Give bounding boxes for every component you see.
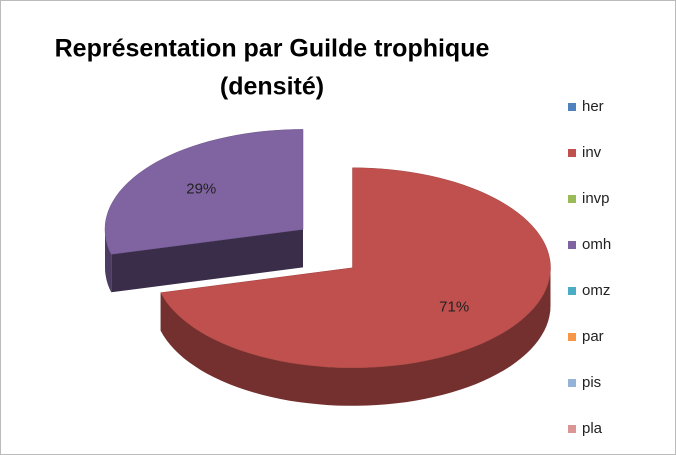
- slice-side: [111, 229, 303, 293]
- data-label: 71%: [439, 299, 469, 316]
- slice-top: [104, 129, 304, 255]
- legend-label: inv: [582, 144, 602, 161]
- legend-label: par: [582, 328, 604, 345]
- legend-label: invp: [582, 190, 610, 207]
- legend-label: omh: [582, 236, 611, 253]
- chart-subtitle: (densité): [220, 73, 324, 101]
- pie-slices: [104, 129, 551, 406]
- legend-label: omz: [582, 282, 610, 299]
- slice-wall: [105, 229, 112, 293]
- slice-wall: [160, 267, 551, 406]
- slice: [104, 129, 304, 293]
- legend-swatch: [568, 195, 576, 203]
- legend-swatch: [568, 103, 576, 111]
- legend-label: pla: [582, 420, 603, 437]
- legend-swatch: [568, 379, 576, 387]
- data-label: 29%: [186, 181, 216, 198]
- legend-swatch: [568, 149, 576, 157]
- legend-swatch: [568, 287, 576, 295]
- legend-swatch: [568, 241, 576, 249]
- slice: [160, 167, 551, 406]
- legend-swatch: [568, 425, 576, 433]
- legend-label: her: [582, 98, 604, 115]
- legend-label: pis: [582, 374, 601, 391]
- slice-top: [160, 167, 551, 369]
- chart-title: Représentation par Guilde trophique: [55, 35, 490, 63]
- legend-swatch: [568, 333, 576, 341]
